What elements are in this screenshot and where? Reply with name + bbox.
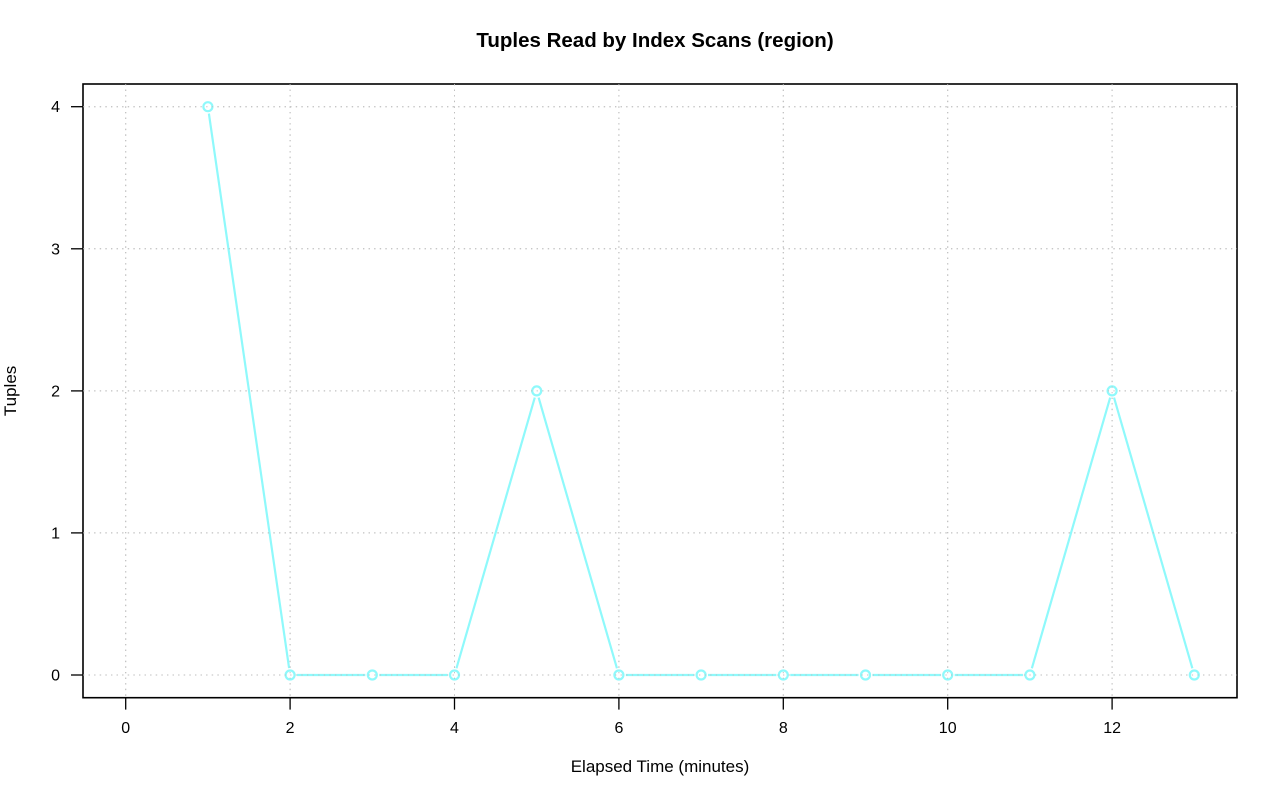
svg-text:Elapsed Time (minutes): Elapsed Time (minutes) <box>571 757 750 776</box>
svg-text:12: 12 <box>1103 720 1121 737</box>
svg-text:4: 4 <box>51 99 60 116</box>
svg-text:1: 1 <box>51 525 60 542</box>
svg-text:10: 10 <box>939 720 957 737</box>
svg-text:Tuples Read by Index Scans (re: Tuples Read by Index Scans (region) <box>476 29 833 52</box>
svg-text:2: 2 <box>286 720 295 737</box>
svg-text:8: 8 <box>779 720 788 737</box>
svg-text:6: 6 <box>614 720 623 737</box>
svg-text:Tuples: Tuples <box>1 366 20 416</box>
svg-text:3: 3 <box>51 241 60 258</box>
svg-text:0: 0 <box>121 720 130 737</box>
svg-text:0: 0 <box>51 668 60 685</box>
svg-text:4: 4 <box>450 720 459 737</box>
svg-text:2: 2 <box>51 383 60 400</box>
